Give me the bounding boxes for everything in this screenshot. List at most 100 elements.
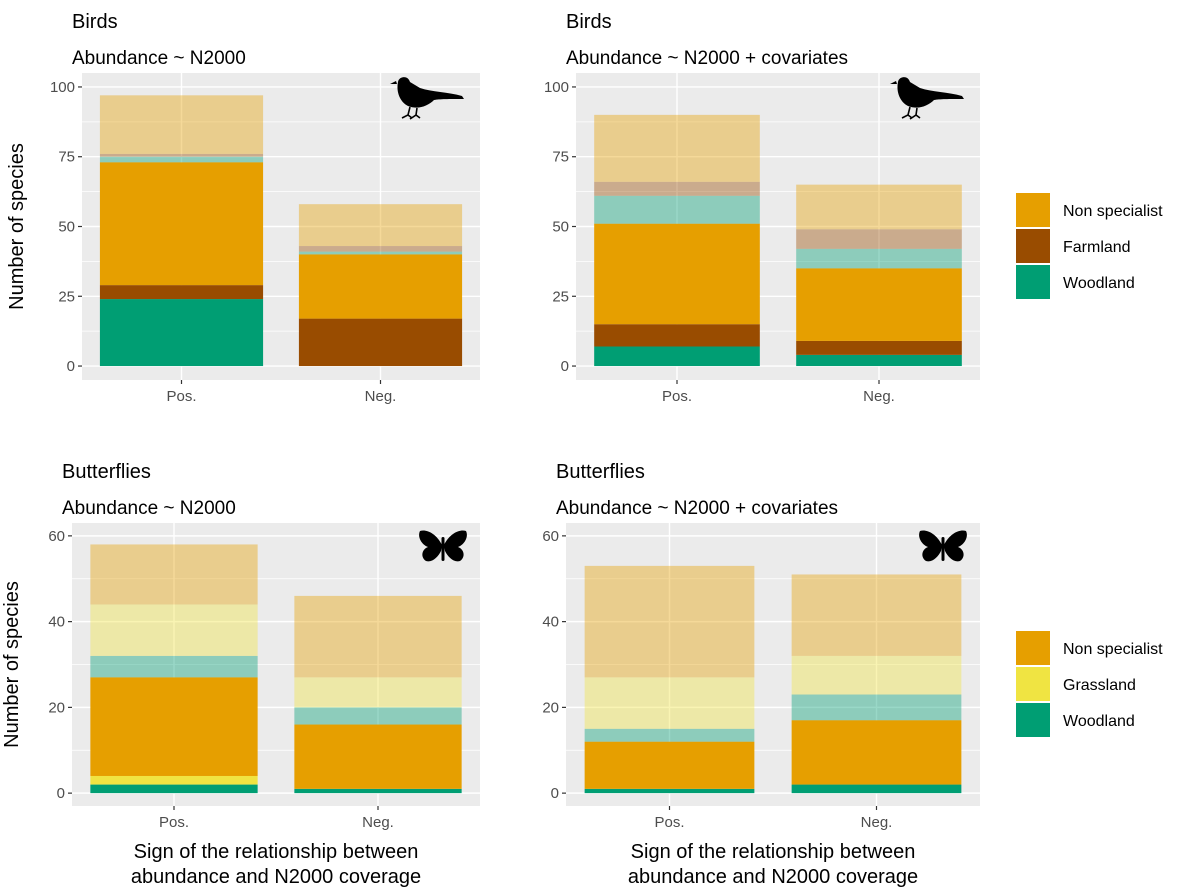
- y-tick-label: 20: [542, 699, 559, 716]
- x-tick-label: Neg.: [365, 388, 397, 405]
- y-tick-label: 75: [552, 149, 569, 166]
- bar-segment-pos-farmland: [99, 153, 264, 157]
- x-axis-label-line: abundance and N2000 coverage: [131, 866, 421, 888]
- chart-panel-2: Birds Abundance ~ N2000 + covariates 0 25 50…: [544, 11, 980, 405]
- bar-segment-pos-non-specialist: [99, 95, 264, 154]
- bar-segment-neg-woodland: [791, 694, 962, 721]
- butterfly-silhouette-icon: [419, 530, 467, 562]
- x-axis-label-line: Sign of the relationship between: [134, 841, 419, 863]
- bar-segment-neg-non-specialist: [298, 254, 463, 319]
- bar-segment-pos-non-specialist: [99, 162, 264, 286]
- chart-panel-4: Butterflies Abundance ~ N2000 + covariate…: [542, 461, 980, 888]
- bar-segment-neg-non-specialist: [294, 595, 462, 678]
- bar-segment-pos-woodland: [594, 346, 760, 367]
- bar-segment-pos-farmland: [594, 324, 760, 347]
- y-tick-label: 25: [58, 288, 75, 305]
- y-tick-label: 60: [48, 528, 65, 545]
- bar-segment-pos-non-specialist: [594, 223, 760, 325]
- panel-title: Birds: [72, 11, 118, 33]
- x-tick-label: Pos.: [166, 388, 196, 405]
- chart-panel-1: Birds Abundance ~ N2000 0 25 50 75 100 Pos. Neg.…: [6, 11, 480, 405]
- y-tick-label: 40: [542, 614, 559, 631]
- legend-label: Woodland: [1063, 275, 1135, 292]
- bar-segment-pos-farmland: [594, 181, 760, 196]
- bar-segment-pos-non-specialist: [90, 544, 258, 605]
- bar-segment-pos-woodland: [594, 195, 760, 224]
- legend-label: Grassland: [1063, 677, 1136, 694]
- panel-subtitle: Abundance ~ N2000 + covariates: [556, 498, 838, 519]
- panel-subtitle: Abundance ~ N2000: [72, 48, 246, 69]
- y-tick-label: 100: [50, 79, 75, 96]
- bar-segment-pos-woodland: [99, 156, 264, 163]
- bar-segment-pos-non-specialist: [594, 114, 760, 182]
- bar-segment-neg-woodland: [294, 707, 462, 725]
- bar-segment-neg-non-specialist: [796, 184, 962, 230]
- legend-1: Non specialist Farmland Woodland: [1016, 193, 1163, 299]
- panel-title: Birds: [566, 11, 612, 33]
- bar-segment-neg-woodland: [796, 248, 962, 269]
- bar-segment-neg-farmland: [298, 246, 463, 252]
- x-axis-label-line: abundance and N2000 coverage: [628, 866, 918, 888]
- bar-segment-neg-non-specialist: [796, 268, 962, 341]
- panel-title: Butterflies: [62, 461, 151, 483]
- legend-label: Non specialist: [1063, 641, 1163, 658]
- bar-segment-neg-farmland: [298, 318, 463, 367]
- y-tick-label: 75: [58, 149, 75, 166]
- bar-segment-pos-grassland: [90, 775, 258, 785]
- bar-segment-neg-woodland: [294, 788, 462, 794]
- legend-label: Woodland: [1063, 713, 1135, 730]
- bar-segment-pos-woodland: [584, 788, 755, 794]
- bar-segment-pos-non-specialist: [584, 565, 755, 678]
- y-tick-label: 25: [552, 288, 569, 305]
- bar-segment-neg-non-specialist: [298, 204, 463, 247]
- y-tick-label: 40: [48, 614, 65, 631]
- legend-key: [1016, 265, 1050, 299]
- bar-segment-neg-woodland: [796, 354, 962, 367]
- chart-panel-3: Butterflies Abundance ~ N2000 0 20 40 60 Pos. N…: [1, 461, 480, 888]
- bar-segment-pos-grassland: [584, 677, 755, 729]
- bird-silhouette-icon: [890, 77, 964, 120]
- bar-segment-neg-non-specialist: [294, 724, 462, 789]
- x-tick-label: Neg.: [362, 814, 394, 831]
- butterfly-silhouette-icon: [919, 530, 967, 562]
- panel-subtitle: Abundance ~ N2000: [62, 498, 236, 519]
- y-tick-label: 60: [542, 528, 559, 545]
- x-tick-label: Neg.: [863, 388, 895, 405]
- bar-segment-neg-woodland: [791, 784, 962, 794]
- legend-label: Non specialist: [1063, 203, 1163, 220]
- bar-segment-pos-woodland: [584, 728, 755, 742]
- bar-segment-pos-farmland: [99, 285, 264, 300]
- panel-subtitle: Abundance ~ N2000 + covariates: [566, 48, 848, 69]
- bar-segment-pos-non-specialist: [584, 741, 755, 789]
- bar-segment-neg-grassland: [791, 655, 962, 695]
- legend-key: [1016, 631, 1050, 665]
- bar-segment-neg-farmland: [796, 340, 962, 355]
- bar-segment-neg-woodland: [298, 251, 463, 255]
- x-tick-label: Pos.: [159, 814, 189, 831]
- bar-segment-pos-woodland: [99, 299, 264, 367]
- y-tick-label: 100: [544, 79, 569, 96]
- bar-segment-pos-woodland: [90, 784, 258, 794]
- x-tick-label: Neg.: [861, 814, 893, 831]
- y-axis-label: Number of species: [1, 581, 23, 748]
- y-tick-label: 0: [551, 785, 559, 802]
- y-tick-label: 0: [67, 358, 75, 375]
- legend-key: [1016, 703, 1050, 737]
- bar-segment-pos-non-specialist: [90, 677, 258, 776]
- legend-key: [1016, 193, 1050, 227]
- bar-segment-neg-farmland: [796, 229, 962, 249]
- x-tick-label: Pos.: [654, 814, 684, 831]
- y-axis-label: Number of species: [6, 143, 28, 310]
- bar-segment-neg-grassland: [294, 677, 462, 708]
- y-tick-label: 50: [58, 219, 75, 236]
- bar-segment-pos-woodland: [90, 655, 258, 678]
- legend-key: [1016, 667, 1050, 701]
- bar-segment-pos-grassland: [90, 604, 258, 656]
- bar-segment-neg-non-specialist: [791, 720, 962, 785]
- y-tick-label: 0: [57, 785, 65, 802]
- bar-segment-neg-non-specialist: [791, 574, 962, 656]
- y-tick-label: 50: [552, 219, 569, 236]
- panel-title: Butterflies: [556, 461, 645, 483]
- y-tick-label: 20: [48, 699, 65, 716]
